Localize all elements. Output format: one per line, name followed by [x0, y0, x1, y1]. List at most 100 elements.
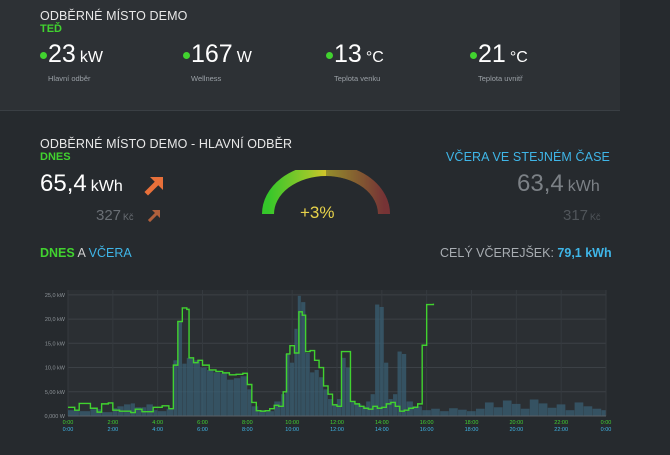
bar-yesterday [294, 328, 298, 416]
bar-yesterday [484, 402, 494, 416]
yesterday-cost: 317 Kč [563, 207, 601, 224]
status-dot-icon [40, 52, 47, 59]
bar-yesterday [384, 362, 389, 416]
x-tick-label-yesterday: 0:00 [63, 427, 74, 433]
bar-yesterday [556, 404, 566, 416]
today-energy: 65,4 kWh [40, 170, 123, 198]
yesterday-cost-value: 317 [563, 207, 589, 224]
x-tick-label-yesterday: 14:00 [375, 427, 389, 433]
bar-yesterday [467, 411, 476, 416]
gauge-percent: +3% [300, 203, 335, 222]
x-tick-label-today: 10:00 [285, 420, 299, 426]
yesterday-total: CELÝ VČEREJŠEK: 79,1 kWh [440, 246, 612, 260]
bar-yesterday [157, 411, 167, 416]
bar-yesterday [265, 411, 274, 416]
bar-yesterday [547, 407, 557, 416]
y-tick-label: 0,000 W [45, 414, 66, 420]
yesterday-total-label: CELÝ VČEREJŠEK: [440, 246, 554, 260]
bar-yesterday [431, 408, 440, 416]
bar-yesterday [130, 403, 135, 416]
bar-yesterday [422, 410, 431, 416]
metric-unit: °C [365, 49, 384, 66]
x-tick-label-yesterday: 8:00 [242, 427, 253, 433]
bar-yesterday [274, 401, 281, 416]
x-tick-label-today: 16:00 [420, 420, 434, 426]
x-tick-label-today: 2:00 [107, 420, 118, 426]
metric-value: 167 [191, 40, 233, 68]
bar-yesterday [475, 408, 485, 416]
bar-yesterday [323, 389, 328, 416]
bar-yesterday [124, 404, 131, 416]
bar-yesterday [511, 403, 521, 416]
bar-yesterday [332, 403, 337, 416]
bar-yesterday [601, 410, 606, 416]
bar-yesterday [565, 410, 575, 416]
bar-yesterday [153, 410, 158, 416]
bar-yesterday [502, 400, 512, 416]
metric-unit: °C [509, 49, 528, 66]
bar-yesterday [310, 372, 315, 416]
bar-yesterday [388, 399, 393, 416]
x-tick-label-today: 20:00 [509, 420, 523, 426]
site-title: ODBĚRNÉ MÍSTO DEMO [40, 9, 188, 23]
bar-yesterday [538, 403, 548, 416]
today-energy-unit: kWh [90, 178, 123, 195]
bar-yesterday [297, 295, 301, 416]
bar-yesterday [68, 410, 79, 416]
bar-yesterday [350, 401, 355, 416]
bar-yesterday [200, 367, 207, 416]
bar-yesterday [305, 353, 310, 416]
bar-yesterday [375, 304, 380, 416]
consumption-chart[interactable]: 0,000 W 5,00 kW 10,0 kW 15,0 kW 20,0 kW 25,0 … [0, 280, 670, 455]
bar-yesterday [79, 411, 91, 416]
yesterday-energy-unit: kWh [567, 178, 600, 195]
today-label: DNES [40, 151, 71, 163]
bar-yesterday [289, 362, 295, 416]
x-tick-label-today: 6:00 [197, 420, 208, 426]
bar-yesterday [177, 321, 183, 416]
bar-yesterday [345, 367, 351, 416]
x-tick-label-today: 0:00 [601, 420, 612, 426]
x-tick-label-today: 12:00 [330, 420, 344, 426]
x-tick-label-yesterday: 12:00 [330, 427, 344, 433]
arrow-up-right-icon [148, 210, 160, 222]
chart-legend: DNES A VČERA [40, 246, 132, 260]
bar-yesterday [574, 402, 584, 416]
yesterday-total-value: 79,1 kWh [557, 246, 612, 260]
bar-yesterday [206, 369, 214, 416]
bar-yesterday [458, 409, 467, 416]
bar-yesterday [233, 378, 241, 416]
bar-yesterday [166, 408, 174, 416]
bar-yesterday [520, 408, 530, 416]
x-tick-label-today: 4:00 [152, 420, 163, 426]
x-tick-label-yesterday: 16:00 [420, 427, 434, 433]
bar-yesterday [583, 406, 593, 416]
bar-yesterday [301, 302, 306, 416]
x-tick-label-yesterday: 4:00 [152, 427, 163, 433]
bar-yesterday [341, 357, 346, 416]
metric-unit: kW [79, 49, 103, 66]
bar-yesterday [220, 373, 227, 416]
comparison-gauge [262, 170, 390, 215]
bar-yesterday [135, 407, 142, 416]
x-tick-label-yesterday: 20:00 [509, 427, 523, 433]
y-tick-label: 20,0 kW [45, 317, 66, 323]
y-tick-label: 25,0 kW [45, 293, 66, 299]
metric-label: Hlavní odběr [48, 74, 91, 83]
metric-value: 23 [48, 40, 76, 68]
status-dot-icon [183, 52, 190, 59]
bar-yesterday [173, 360, 178, 416]
x-tick-label-yesterday: 10:00 [285, 427, 299, 433]
metric-unit: W [236, 49, 252, 66]
bar-yesterday [440, 411, 449, 416]
metric-value: 13 [334, 40, 362, 68]
bar-yesterday [529, 399, 539, 416]
metric-value: 21 [478, 40, 506, 68]
bar-yesterday [285, 353, 290, 416]
metric-label: Wellness [191, 74, 222, 83]
bar-yesterday [379, 306, 384, 416]
today-cost: 327 Kč [96, 207, 134, 224]
bar-yesterday [337, 399, 342, 416]
bar-yesterday [193, 360, 200, 416]
bar-yesterday [101, 412, 113, 416]
